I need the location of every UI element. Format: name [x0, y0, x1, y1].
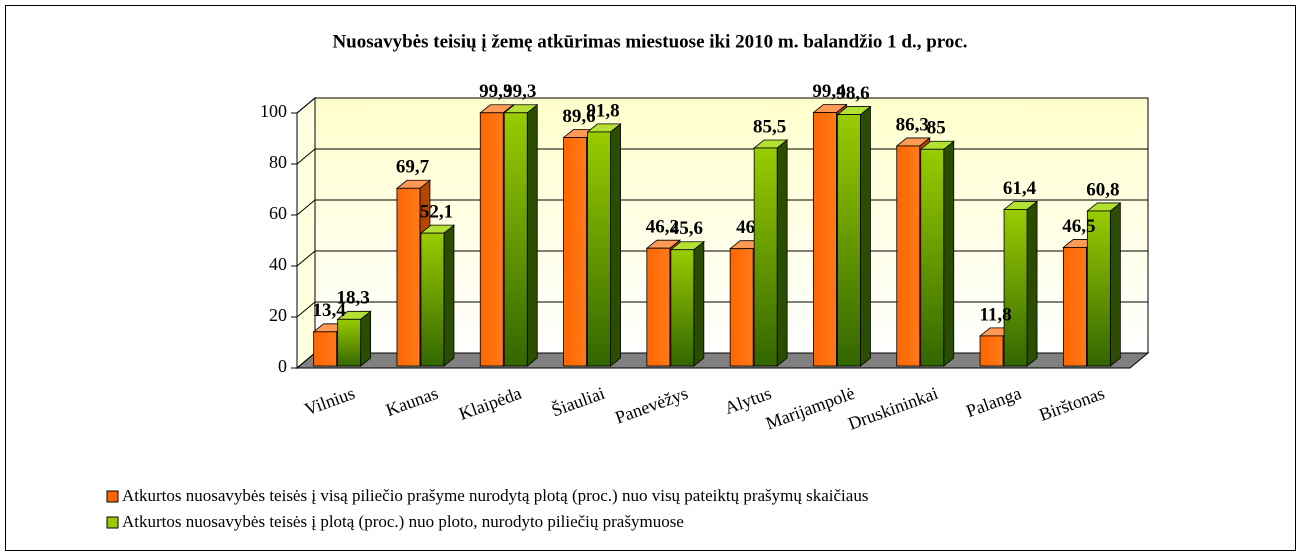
value-label: 99,4	[812, 81, 846, 102]
bar-front	[1003, 209, 1028, 367]
bar-front	[587, 131, 611, 367]
bar-front	[396, 187, 421, 367]
bar-front	[753, 147, 778, 367]
value-label: 52,1	[420, 202, 453, 223]
bar-front	[563, 137, 587, 367]
value-label: 46,5	[1062, 216, 1095, 237]
bar-side	[860, 105, 871, 367]
bar-front	[837, 114, 861, 367]
bar-side	[526, 103, 538, 367]
value-label: 13,4	[313, 300, 347, 321]
bar-front	[920, 148, 945, 367]
legend-label: Atkurtos nuosavybės teisės į plotą (proc…	[122, 512, 684, 531]
bar-front	[479, 112, 504, 367]
bar-front	[1086, 210, 1111, 367]
value-label: 85,5	[753, 116, 786, 137]
grid-line-side	[296, 97, 316, 114]
bar-front	[337, 318, 362, 367]
side-wall	[296, 96, 316, 370]
bar	[336, 310, 372, 367]
y-tick-label: 20	[269, 305, 287, 325]
grid-line-side	[296, 250, 316, 267]
bar-side	[610, 123, 621, 367]
bar-side	[693, 240, 705, 367]
bar	[836, 105, 872, 367]
bar	[419, 224, 456, 367]
bar	[753, 139, 789, 367]
bar-side	[943, 140, 955, 367]
bar-front	[646, 247, 671, 367]
value-label: 91,8	[586, 100, 619, 121]
grid-line-side	[296, 148, 316, 165]
bar-front	[896, 145, 921, 367]
bar	[1002, 200, 1039, 367]
bar-front	[670, 249, 695, 367]
value-label: 11,8	[979, 304, 1011, 325]
bar-side	[443, 224, 455, 367]
y-tick-label: 60	[269, 203, 287, 223]
bar-front	[979, 335, 1004, 367]
grid-line-side	[296, 199, 316, 216]
bar	[586, 123, 622, 367]
legend-swatch	[106, 516, 119, 529]
value-label: 86,3	[896, 114, 929, 135]
value-label: 99,3	[479, 81, 512, 102]
value-label: 85	[927, 118, 946, 139]
bar-front	[813, 112, 837, 367]
value-label: 89,6	[562, 106, 595, 127]
y-tick-label: 0	[278, 356, 287, 376]
value-label: 69,7	[396, 157, 430, 178]
grid-line-side	[296, 352, 316, 369]
value-label: 61,4	[1003, 178, 1037, 199]
bar-front	[1062, 247, 1087, 367]
value-label: 45,6	[670, 218, 703, 239]
y-tick-label: 40	[269, 254, 287, 274]
legend-swatch	[106, 490, 119, 503]
legend-label: Atkurtos nuosavybės teisės į visą pilieč…	[122, 486, 868, 505]
bar-front	[729, 248, 754, 367]
bar-front	[503, 112, 528, 367]
bar	[1086, 202, 1122, 367]
bar-front	[420, 232, 445, 367]
bar	[669, 240, 705, 367]
bar	[503, 103, 539, 367]
bar-front	[313, 331, 338, 367]
bar-side	[1109, 202, 1121, 367]
chart-title: Nuosavybės teisių į žemę atkūrimas miest…	[332, 31, 967, 52]
grid-line-side	[296, 301, 316, 318]
value-label: 98,6	[836, 83, 869, 104]
bar-side	[776, 139, 788, 367]
bar-side	[1026, 200, 1038, 367]
value-label: 18,3	[337, 288, 370, 309]
bar	[919, 140, 955, 367]
value-label: 46,2	[646, 217, 679, 238]
y-tick-label: 100	[260, 101, 287, 121]
y-tick-label: 80	[269, 152, 287, 172]
value-label: 60,8	[1086, 179, 1119, 200]
value-label: 99,3	[503, 81, 536, 102]
bar-side	[360, 310, 372, 367]
value-label: 46	[736, 217, 755, 238]
